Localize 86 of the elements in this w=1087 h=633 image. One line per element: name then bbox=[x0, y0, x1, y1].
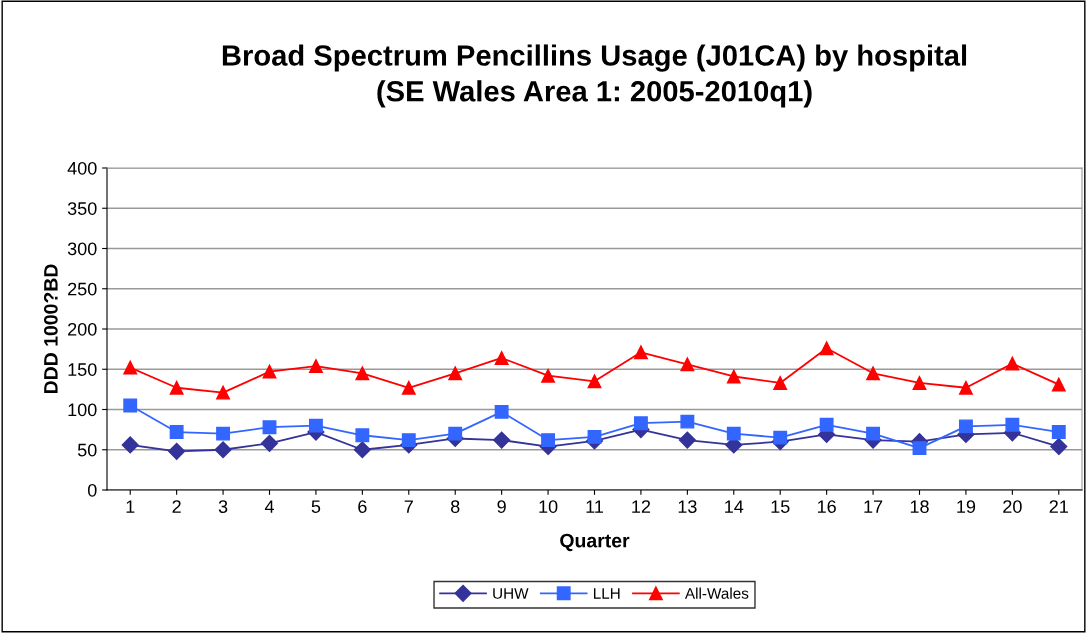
x-tick-label: 15 bbox=[771, 500, 790, 513]
x-tick-label: 11 bbox=[586, 500, 603, 513]
x-tick-label: 7 bbox=[404, 500, 413, 513]
x-tick-label: 21 bbox=[1049, 500, 1068, 513]
point bbox=[1051, 377, 1066, 392]
x-tick-label: 20 bbox=[1003, 500, 1022, 513]
y-tick-label: 0 bbox=[87, 483, 97, 497]
point bbox=[726, 369, 741, 384]
y-tick-label: 350 bbox=[67, 202, 97, 215]
point bbox=[819, 341, 834, 356]
x-tick-label: 1 bbox=[126, 500, 135, 513]
legend-label: LLH bbox=[593, 588, 620, 599]
y-tick-label: 100 bbox=[68, 403, 97, 417]
point bbox=[1050, 437, 1068, 456]
point bbox=[169, 425, 184, 439]
point bbox=[587, 374, 602, 389]
y-axis-title: DDD 1000?BD bbox=[43, 264, 58, 394]
x-axis-title: Quarter bbox=[560, 533, 630, 552]
point bbox=[678, 431, 696, 449]
point bbox=[958, 419, 973, 434]
point bbox=[587, 429, 602, 444]
point bbox=[214, 441, 232, 459]
point bbox=[680, 414, 695, 429]
point bbox=[308, 418, 323, 433]
point bbox=[353, 441, 371, 459]
point bbox=[494, 404, 509, 419]
x-tick-label: 17 bbox=[864, 500, 883, 513]
y-tick-label: 150 bbox=[68, 363, 97, 376]
point bbox=[1051, 425, 1066, 439]
y-tick-label: 250 bbox=[68, 282, 97, 296]
point bbox=[633, 416, 648, 431]
y-tick-label: 50 bbox=[77, 443, 97, 457]
point bbox=[912, 375, 927, 390]
x-tick-label: 10 bbox=[539, 500, 558, 513]
point bbox=[866, 426, 881, 441]
y-tick-label: 300 bbox=[67, 242, 97, 256]
chart-title: Broad Spectrum Pencillins Usage (J01CA) by hospital (SE Wales Area 1: 2005-2010q1) bbox=[222, 44, 967, 108]
point bbox=[819, 417, 834, 432]
point bbox=[494, 351, 509, 365]
point bbox=[216, 426, 231, 441]
x-tick-label: 16 bbox=[817, 500, 836, 513]
point bbox=[541, 433, 556, 448]
point bbox=[355, 366, 370, 381]
point bbox=[493, 431, 511, 449]
point bbox=[680, 357, 695, 372]
x-tick-label: 9 bbox=[497, 500, 506, 513]
x-tick-label: 4 bbox=[264, 500, 274, 513]
point bbox=[912, 441, 927, 456]
x-tick-label: 2 bbox=[172, 500, 181, 513]
point bbox=[773, 375, 788, 390]
point bbox=[262, 420, 277, 435]
point bbox=[448, 426, 463, 441]
x-tick-label: 12 bbox=[632, 500, 651, 513]
x-tick-label: 14 bbox=[725, 500, 744, 513]
legend-label: All-Wales bbox=[684, 587, 749, 599]
x-tick-label: 8 bbox=[450, 500, 460, 513]
point bbox=[168, 442, 186, 460]
point bbox=[1005, 417, 1020, 432]
point bbox=[726, 426, 741, 441]
point bbox=[773, 430, 788, 445]
point bbox=[355, 428, 370, 443]
x-tick-label: 6 bbox=[358, 500, 367, 513]
x-tick-label: 3 bbox=[218, 500, 228, 513]
point bbox=[123, 360, 138, 375]
x-tick-label: 19 bbox=[957, 500, 976, 513]
point bbox=[216, 385, 231, 400]
point bbox=[866, 366, 881, 381]
x-tick-label: 13 bbox=[678, 500, 697, 513]
point bbox=[541, 368, 556, 383]
legend-label: UHW bbox=[493, 588, 529, 599]
x-tick-label: 18 bbox=[910, 500, 929, 513]
point bbox=[260, 434, 279, 452]
y-tick-label: 200 bbox=[68, 322, 97, 336]
point bbox=[958, 380, 973, 395]
point bbox=[401, 433, 416, 448]
point bbox=[448, 366, 463, 381]
point bbox=[262, 364, 277, 379]
point bbox=[308, 359, 323, 373]
point bbox=[633, 345, 648, 360]
point bbox=[169, 380, 184, 395]
point bbox=[1005, 356, 1020, 371]
x-tick-label: 5 bbox=[311, 500, 321, 513]
point bbox=[121, 436, 139, 454]
point bbox=[401, 380, 416, 395]
y-tick-label: 400 bbox=[67, 161, 97, 175]
point bbox=[123, 398, 138, 413]
